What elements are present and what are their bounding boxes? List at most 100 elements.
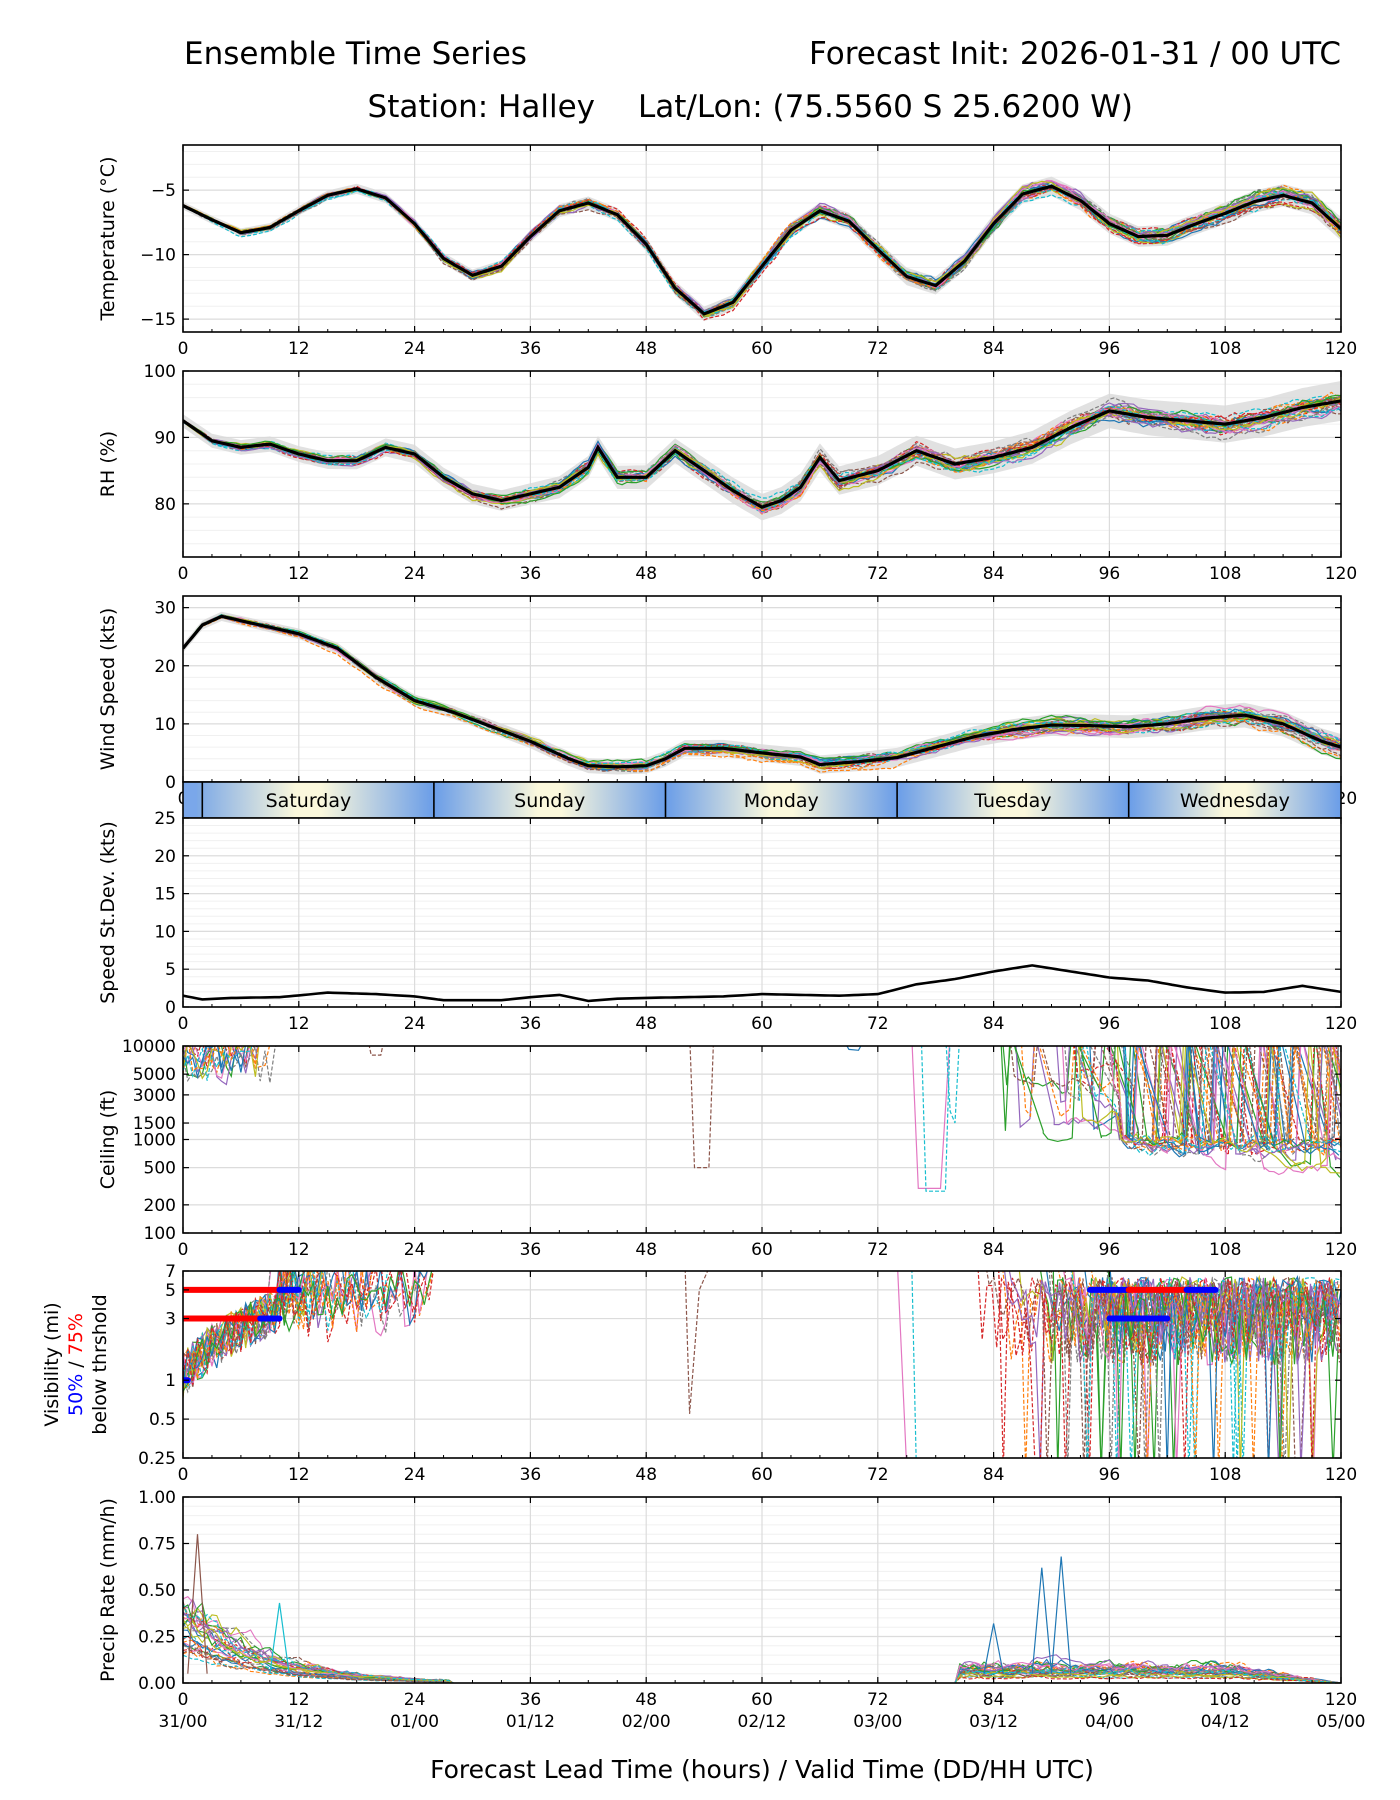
x-tick-label: 84	[983, 1240, 1005, 1260]
y-axis-label: RH (%)	[97, 431, 119, 497]
panel-speed_std: 0 12 24 36 48 60 72 84 96 108 120 0 5 10 15 20 25 Speed S…	[97, 809, 1357, 1034]
day-segment-edge	[183, 782, 197, 818]
x-tick-label: 72	[867, 1240, 889, 1260]
visibility-y-label: Visibility (mi) 50% / 75% below thrshold	[41, 1294, 111, 1434]
y-tick-label: −5	[151, 181, 176, 201]
valid-time-label: 02/12	[738, 1712, 787, 1732]
valid-time-label: 01/00	[390, 1712, 439, 1732]
ceiling-member-line	[1124, 1046, 1340, 1152]
y-tick-label: 10	[154, 922, 176, 942]
ceiling-member-line	[183, 1046, 258, 1066]
x-tick-label: 12	[288, 339, 310, 359]
x-tick-label: 48	[635, 1240, 657, 1260]
day-label: Monday	[744, 790, 819, 812]
x-tick-label: 0	[178, 1240, 189, 1260]
x-tick-label: 24	[404, 1014, 426, 1034]
x-tick-label: 24	[404, 1690, 426, 1710]
vis-label-line2: 50% / 75%	[65, 1313, 87, 1416]
precip-spike-line	[187, 1534, 208, 1674]
day-segment	[433, 782, 666, 818]
y-tick-label: 80	[154, 495, 176, 515]
x-tick-label: 72	[867, 1014, 889, 1034]
precip-spike-line	[983, 1623, 1004, 1674]
x-tick-label: 48	[635, 564, 657, 584]
day-label: Saturday	[266, 790, 352, 812]
x-tick-label: 0	[178, 1465, 189, 1485]
ceiling-member-line	[1077, 1046, 1341, 1174]
x-tick-label: 120	[1325, 1240, 1357, 1260]
x-tick-label: 0	[178, 1690, 189, 1710]
y-tick-label: 3000	[133, 1086, 176, 1106]
y-tick-label: 1000	[133, 1131, 176, 1151]
x-tick-label: 120	[1325, 1690, 1357, 1710]
std-dev-line	[183, 964, 1341, 1003]
ceiling-member-line	[183, 1046, 260, 1080]
x-tick-label: 108	[1209, 1690, 1241, 1710]
y-axis-label: Wind Speed (kts)	[97, 608, 119, 771]
visibility-member-line	[1109, 1271, 1341, 1458]
x-tick-label: 12	[288, 1240, 310, 1260]
x-tick-label: 36	[520, 1690, 542, 1710]
y-axis-label: Speed St.Dev. (kts)	[97, 821, 119, 1004]
ensemble-member-line	[183, 615, 1341, 769]
x-tick-label: 60	[751, 1465, 773, 1485]
y-tick-label: 1.00	[138, 1488, 176, 1508]
x-tick-label: 120	[1325, 564, 1357, 584]
x-tick-label: 60	[751, 1240, 773, 1260]
y-tick-label: 1500	[133, 1114, 176, 1134]
valid-time-label: 01/12	[506, 1712, 555, 1732]
y-tick-label: 30	[154, 599, 176, 619]
vis-label-50: 50%	[65, 1374, 87, 1416]
y-tick-label: 200	[144, 1196, 176, 1216]
plot-area	[183, 964, 1341, 1003]
ceiling-member-line	[183, 1046, 277, 1083]
y-tick-label: 20	[154, 847, 176, 867]
x-tick-label: 24	[404, 339, 426, 359]
vis-label-75: 75%	[65, 1313, 87, 1355]
ensemble-member-line	[183, 394, 1341, 505]
x-tick-label: 36	[520, 1014, 542, 1034]
y-tick-label: 90	[154, 428, 176, 448]
x-tick-label: 60	[751, 339, 773, 359]
x-tick-label: 48	[635, 339, 657, 359]
ceiling-member-line	[183, 1046, 246, 1080]
x-axis-title: Forecast Lead Time (hours) / Valid Time …	[430, 1755, 1094, 1784]
x-tick-label: 96	[1099, 1240, 1121, 1260]
x-tick-label: 120	[1325, 1465, 1357, 1485]
y-tick-label: 15	[154, 885, 176, 905]
x-tick-label: 96	[1099, 564, 1121, 584]
panel-temperature: 0 12 24 36 48 60 72 84 96 108 120 −15 −10 −5 Temperatu…	[97, 144, 1357, 359]
x-tick-label: 60	[751, 564, 773, 584]
day-segment	[897, 782, 1129, 818]
plot-area	[183, 176, 1341, 322]
y-axis-label: Precip Rate (mm/h)	[97, 1498, 119, 1682]
precip-member-line	[183, 1654, 1341, 1683]
ceiling-member-line	[183, 1046, 251, 1079]
vis-label-line3: below thrshold	[89, 1294, 111, 1434]
ceiling-member-line	[1010, 1046, 1341, 1151]
day-segment	[183, 782, 434, 818]
visibility-member-line	[998, 1271, 1337, 1458]
x-tick-label: 60	[751, 1014, 773, 1034]
x-tick-label: 0	[178, 339, 189, 359]
x-tick-label: 48	[635, 1014, 657, 1034]
ceiling-member-line	[1064, 1046, 1341, 1151]
visibility-member-line	[183, 1271, 373, 1389]
visibility-member-line	[1004, 1271, 1341, 1365]
day-segment	[665, 782, 898, 818]
x-tick-label: 0	[178, 1014, 189, 1034]
plot-area	[183, 381, 1341, 521]
precip-spike-line	[1050, 1556, 1072, 1674]
x-tick-label: 24	[404, 1240, 426, 1260]
plot-area	[183, 1534, 1341, 1683]
ceiling-member-line	[846, 1046, 862, 1051]
ceiling-member-line	[1133, 1046, 1341, 1157]
precip-spike-line	[269, 1602, 290, 1674]
x-tick-label: 72	[867, 1690, 889, 1710]
x-tick-label: 108	[1209, 339, 1241, 359]
ensemble-member-line	[183, 189, 1341, 313]
y-axis-label: Ceiling (ft)	[97, 1090, 119, 1190]
x-tick-label: 84	[983, 1465, 1005, 1485]
x-tick-label: 72	[867, 564, 889, 584]
